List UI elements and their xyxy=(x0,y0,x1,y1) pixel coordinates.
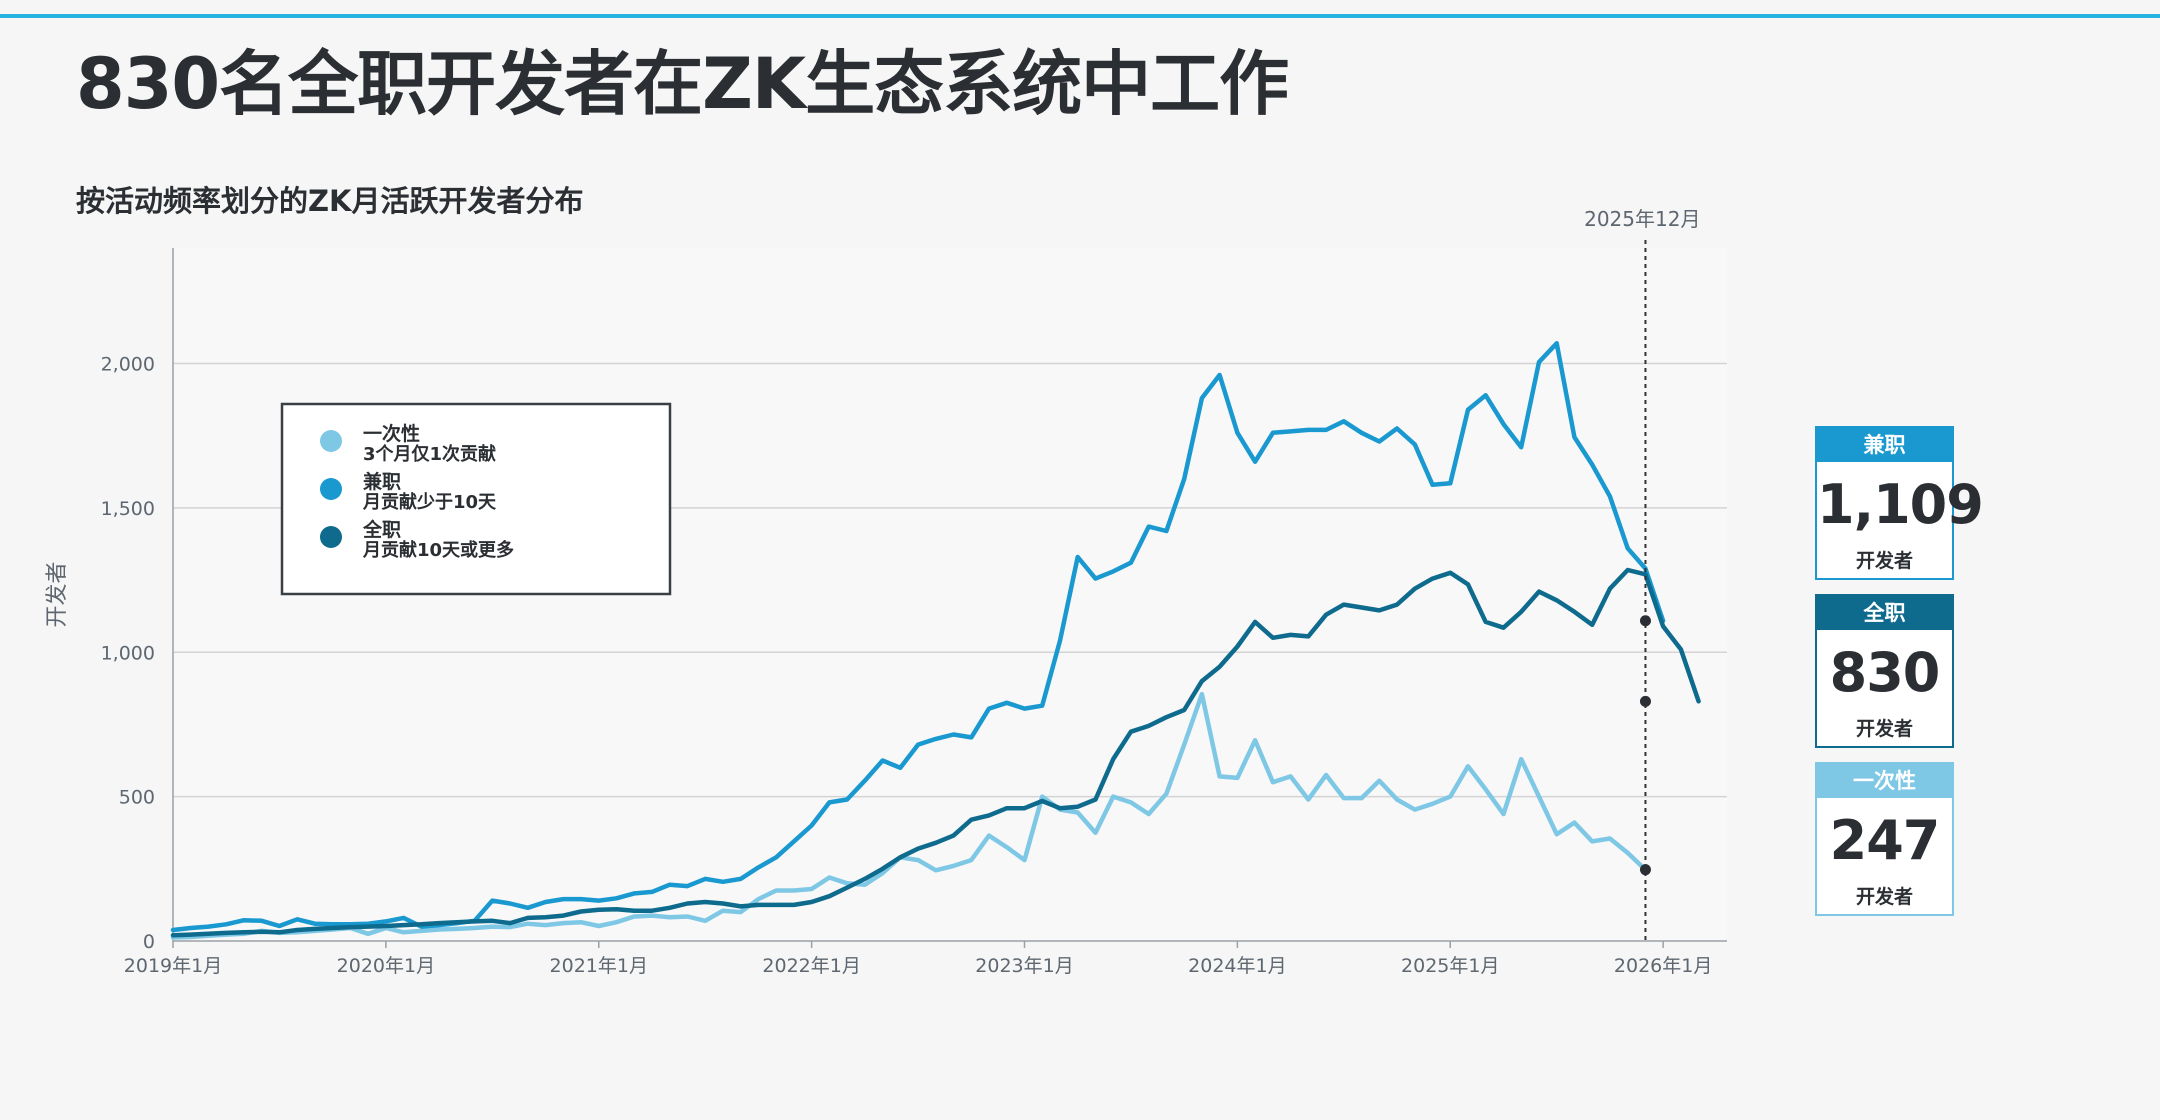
series-end-point xyxy=(1639,864,1651,876)
series-line-part-time xyxy=(170,341,1666,933)
series-line-one-time xyxy=(170,691,1648,940)
legend-swatch xyxy=(320,526,342,548)
x-tick-label: 2024年1月 xyxy=(1188,955,1286,977)
page-title: 830名全职开发者在ZK生态系统中工作 xyxy=(76,43,1289,125)
series-line-full-time xyxy=(170,567,1701,938)
x-tick-label: 2019年1月 xyxy=(124,955,222,977)
legend-name: 一次性 xyxy=(363,422,420,445)
y-tick-label: 500 xyxy=(119,787,155,809)
part-time-card-unit: 开发者 xyxy=(1855,550,1913,572)
x-tick-label: 2021年1月 xyxy=(550,955,648,977)
full-time-card-unit: 开发者 xyxy=(1855,718,1913,740)
top-accent-bar xyxy=(0,14,2160,18)
series-end-point xyxy=(1639,695,1651,707)
legend-name: 全职 xyxy=(362,518,401,541)
x-tick-label: 2022年1月 xyxy=(762,955,860,977)
legend-name: 兼职 xyxy=(363,470,401,493)
one-time-card: 一次性 247 开发者 xyxy=(1815,762,1954,916)
legend-box xyxy=(280,402,672,596)
y-tick-label: 0 xyxy=(143,931,155,953)
x-tick-label: 2023年1月 xyxy=(975,955,1073,977)
x-tick-label: 2020年1月 xyxy=(337,955,435,977)
series-end-point xyxy=(1639,615,1651,627)
legend-description: 月贡献10天或更多 xyxy=(362,539,514,561)
chart-subtitle: 按活动频率划分的ZK月活跃开发者分布 xyxy=(76,184,584,218)
part-time-card-value: 1,109 xyxy=(1817,473,1984,536)
y-tick-label: 1,000 xyxy=(101,642,155,664)
full-time-card: 全职 830 开发者 xyxy=(1815,594,1954,748)
x-tick-label: 2025年1月 xyxy=(1401,955,1499,977)
legend-description: 3个月仅1次贡献 xyxy=(363,443,496,465)
legend-swatch xyxy=(320,478,342,500)
part-time-card: 兼职 1,109 开发者 xyxy=(1815,426,1984,580)
full-time-card-value: 830 xyxy=(1829,641,1941,704)
one-time-card-value: 247 xyxy=(1829,809,1941,872)
legend-swatch xyxy=(320,430,342,452)
y-tick-label: 1,500 xyxy=(101,498,155,520)
part-time-card-label: 兼职 xyxy=(1817,428,1952,462)
y-axis-label: 开发者 xyxy=(45,561,70,627)
one-time-card-label: 一次性 xyxy=(1817,764,1952,798)
full-time-card-label: 全职 xyxy=(1817,596,1952,630)
y-tick-label: 2,000 xyxy=(101,354,155,376)
current-month-label: 2025年12月 xyxy=(1584,207,1700,231)
legend-description: 月贡献少于10天 xyxy=(362,491,497,513)
x-tick-label: 2026年1月 xyxy=(1614,955,1712,977)
one-time-card-unit: 开发者 xyxy=(1855,886,1913,908)
